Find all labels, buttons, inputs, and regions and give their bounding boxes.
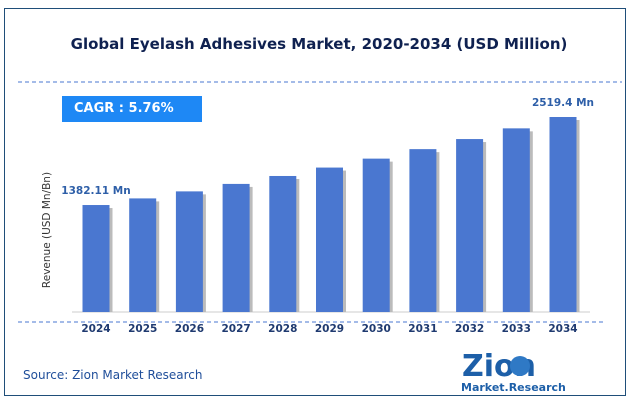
zion-logo: Zion Market.Research — [461, 349, 566, 394]
x-tick-label: 2028 — [268, 323, 297, 335]
x-tick-label: 2024 — [81, 323, 110, 335]
bar-2028 — [269, 175, 297, 312]
x-tick-label: 2031 — [408, 323, 437, 335]
bar-2025 — [129, 198, 157, 312]
bar-2027 — [222, 183, 250, 312]
bar-2032 — [456, 139, 484, 312]
y-axis-label: Revenue (USD Mn/Bn) — [41, 172, 53, 288]
chart-frame — [4, 8, 626, 396]
cagr-badge: CAGR : 5.76% — [62, 96, 202, 122]
x-tick-label: 2027 — [221, 323, 250, 335]
x-tick-label: 2033 — [502, 323, 531, 335]
x-tick-label: 2029 — [315, 323, 344, 335]
data-label: 1382.11 Mn — [61, 185, 130, 197]
bar-2033 — [502, 128, 530, 312]
bar-2024 — [82, 205, 110, 312]
x-tick-label: 2034 — [548, 323, 577, 335]
logo-text-bottom: Market.Research — [461, 381, 566, 394]
bar-2029 — [316, 167, 343, 312]
x-tick-label: 2026 — [175, 323, 204, 335]
data-label: 2519.4 Mn — [532, 97, 594, 109]
bar-2030 — [362, 158, 390, 312]
x-tick-label: 2032 — [455, 323, 484, 335]
bar-2034 — [549, 117, 577, 312]
x-tick-label: 2025 — [128, 323, 157, 335]
chart-title: Global Eyelash Adhesives Market, 2020-20… — [70, 35, 568, 53]
globe-icon — [510, 356, 530, 376]
source-text: Source: Zion Market Research — [23, 368, 203, 382]
x-tick-label: 2030 — [362, 323, 391, 335]
bar-2031 — [409, 149, 437, 312]
bar-2026 — [175, 191, 203, 312]
